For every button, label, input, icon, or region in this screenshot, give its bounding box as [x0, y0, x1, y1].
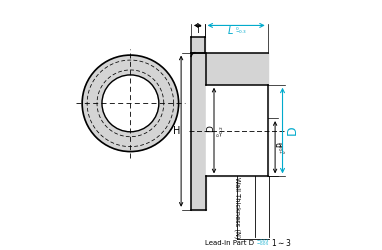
Text: $^{-0.03}_{-0.05}$: $^{-0.03}_{-0.05}$	[256, 237, 269, 248]
Polygon shape	[191, 53, 268, 85]
Polygon shape	[206, 85, 268, 176]
Polygon shape	[82, 55, 179, 152]
Text: $^{+0.02}_{0}$: $^{+0.02}_{0}$	[278, 140, 289, 154]
Text: L: L	[227, 26, 233, 36]
Text: Wall Thickness (N): Wall Thickness (N)	[235, 177, 241, 238]
Text: $^{0}_{-0.2}$: $^{0}_{-0.2}$	[215, 124, 225, 136]
Text: $^{0}_{-0.3}$: $^{0}_{-0.3}$	[235, 26, 247, 36]
Polygon shape	[191, 176, 206, 210]
Text: Lead-in Part D: Lead-in Part D	[205, 240, 254, 246]
Text: T: T	[195, 26, 200, 35]
Text: D: D	[206, 125, 215, 132]
Polygon shape	[206, 85, 268, 176]
Text: 1$\sim$3: 1$\sim$3	[270, 237, 291, 248]
Polygon shape	[191, 53, 206, 176]
Text: H: H	[173, 126, 180, 136]
Text: D: D	[286, 126, 299, 135]
Text: P: P	[276, 142, 285, 147]
Polygon shape	[191, 36, 205, 53]
